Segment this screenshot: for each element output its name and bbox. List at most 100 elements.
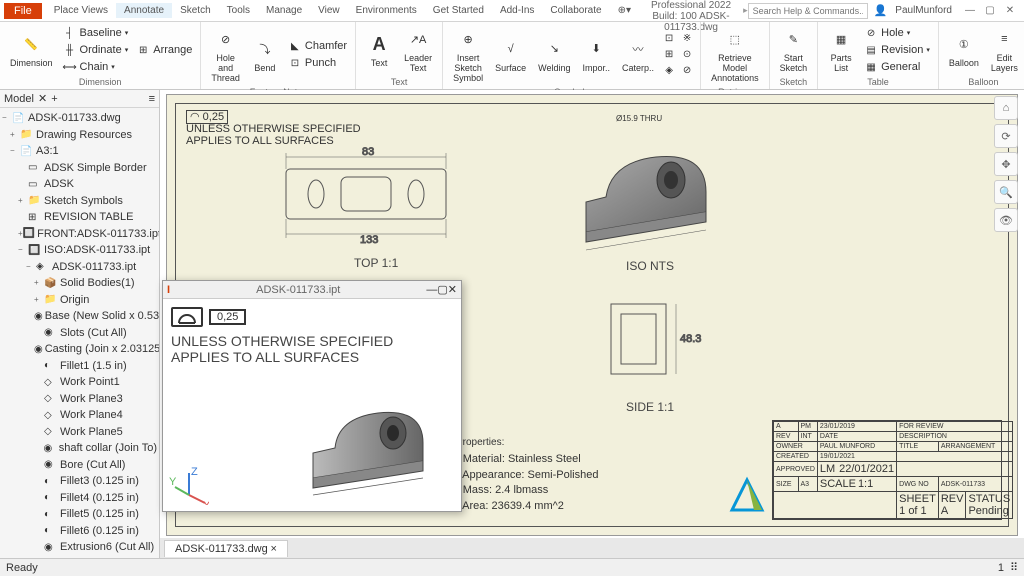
parts-list-button[interactable]: ▦Parts List [824,24,858,76]
float-line2: APPLIES TO ALL SURFACES [171,349,453,365]
start-sketch-button[interactable]: ✎Start Sketch [776,24,812,76]
menu-environments[interactable]: Environments [348,3,425,18]
general-button[interactable]: ▦General [862,59,932,75]
float-max-icon[interactable]: ▢ [437,283,447,296]
dimension-button[interactable]: 📏 Dimension [6,29,57,71]
sym-ico2[interactable]: ⊞ [662,48,676,62]
tab-drawing[interactable]: ADSK-011733.dwg × [164,540,288,557]
hole-table-button[interactable]: ⊘Hole▾ [862,25,932,41]
tool-orbit-icon[interactable]: ⟳ [994,124,1018,148]
tree-node[interactable]: +📁Origin [2,292,157,309]
tree-node[interactable]: ◉Extrusion6 (Cut All) [2,539,157,556]
bend-button[interactable]: ⤵Bend [248,34,282,76]
revision-button[interactable]: ▤Revision▾ [862,42,932,58]
tree-node[interactable]: ◉Bore (Cut All) [2,457,157,474]
ordinate-button[interactable]: ╫Ordinate▾ [61,42,131,58]
tree-node[interactable]: −📄ADSK-011733.dwg [2,110,157,127]
tree-node[interactable]: ◉Slots (Cut All) [2,325,157,342]
tree-node[interactable]: ▭ADSK Simple Border [2,160,157,177]
tree-node[interactable]: ▭ADSK [2,176,157,193]
tree-node[interactable]: ◉Base (New Solid x 0.53125 in) [2,308,157,325]
chain-button[interactable]: ⟷Chain▾ [61,59,131,75]
retrieve-button[interactable]: ⬚Retrieve Model Annotations [707,24,763,86]
menu-annotate[interactable]: Annotate [116,3,172,18]
tree-node[interactable]: +📁Sketch Symbols [2,193,157,210]
bend-icon: ⤵ [252,36,278,62]
window-minimize[interactable]: — [960,5,980,16]
chamfer-button[interactable]: ◣Chamfer [286,38,349,54]
tree-node[interactable]: ◐Fillet4 (0.125 in) [2,490,157,507]
revision-icon: ▤ [864,43,878,57]
arrange-button[interactable]: ⊞Arrange [134,42,194,58]
sym-ico1[interactable]: ⊡ [662,32,676,46]
insert-symbol-icon: ⊕ [455,26,481,52]
browser-menu-icon[interactable]: ≡ [149,93,155,105]
tool-pan-icon[interactable]: ✥ [994,152,1018,176]
menu-get-started[interactable]: Get Started [425,3,492,18]
floating-preview-window[interactable]: I ADSK-011733.ipt — ▢ ✕ 0,25 UNLESS OTHE… [162,280,462,512]
insert-symbol-button[interactable]: ⊕Insert Sketch Symbol [449,24,487,86]
tree-node[interactable]: +📦Solid Bodies(1) [2,275,157,292]
tool-home-icon[interactable]: ⌂ [994,96,1018,120]
menu-addins[interactable]: Add-Ins [492,3,542,18]
caterp-button[interactable]: 〰Caterp.. [618,34,658,76]
tool-zoom-icon[interactable]: 🔍 [994,180,1018,204]
tree-node[interactable]: ◇Work Plane6 [2,556,157,559]
tree-node[interactable]: ◇Work Point1 [2,374,157,391]
tree-node[interactable]: −🔲ISO:ADSK-011733.ipt [2,242,157,259]
tree-node[interactable]: ◐Fillet1 (1.5 in) [2,358,157,375]
leader-text-button[interactable]: ↗ALeader Text [400,24,436,76]
window-maximize[interactable]: ▢ [980,5,1000,16]
file-menu[interactable]: File [4,3,42,19]
tool-look-icon[interactable]: 👁 [994,208,1018,232]
dimension-label: Dimension [10,59,53,69]
edit-layers-button[interactable]: ≡Edit Layers [987,24,1022,76]
sym-ico3[interactable]: ◈ [662,64,676,78]
menu-tools[interactable]: Tools [219,3,258,18]
text-button[interactable]: AText [362,29,396,71]
tree-node[interactable]: ◇Work Plane4 [2,407,157,424]
user-icon[interactable]: 👤 [874,4,888,17]
tree-node[interactable]: ◐Fillet5 (0.125 in) [2,506,157,523]
tree-node[interactable]: ◐Fillet6 (0.125 in) [2,523,157,540]
sym-ico6[interactable]: ⊘ [680,64,694,78]
search-input[interactable] [748,3,868,19]
window-close[interactable]: ✕ [1000,5,1020,16]
tree-node[interactable]: ◉shaft collar (Join To) [2,440,157,457]
browser-add-icon[interactable]: + [51,93,57,105]
tree-node[interactable]: ◉Casting (Join x 2.03125 in x -12 de.. [2,341,157,358]
sym-ico4[interactable]: ※ [680,32,694,46]
menu-place-views[interactable]: Place Views [46,3,116,18]
menu-collaborate[interactable]: Collaborate [542,3,609,18]
tab-close-icon[interactable]: × [271,543,277,555]
punch-button[interactable]: ⊡Punch [286,55,349,71]
tree-node[interactable]: ◇Work Plane3 [2,391,157,408]
browser-close-icon[interactable]: ✕ [38,92,47,105]
tree-node[interactable]: ◇Work Plane5 [2,424,157,441]
float-min-icon[interactable]: — [426,284,437,296]
baseline-button[interactable]: ┤Baseline▾ [61,25,131,41]
retrieve-icon: ⬚ [722,26,748,52]
tree-node[interactable]: −◈ADSK-011733.ipt [2,259,157,276]
float-titlebar[interactable]: I ADSK-011733.ipt — ▢ ✕ [163,281,461,299]
tree-node[interactable]: −📄A3:1 [2,143,157,160]
surface-button[interactable]: √Surface [491,34,530,76]
hole-thread-button[interactable]: ⊘Hole and Thread [207,24,244,86]
menu-manage[interactable]: Manage [258,3,310,18]
tree-node[interactable]: ◐Fillet3 (0.125 in) [2,473,157,490]
menu-more[interactable]: ⊕▾ [610,3,639,18]
parts-icon: ▦ [828,26,854,52]
tree-node[interactable]: +🔲FRONT:ADSK-011733.ipt [2,226,157,243]
menu-sketch[interactable]: Sketch [172,3,219,18]
model-tree[interactable]: −📄ADSK-011733.dwg+📁Drawing Resources−📄A3… [0,108,159,558]
user-name[interactable]: PaulMunford [895,5,952,16]
tree-node[interactable]: ⊞REVISION TABLE [2,209,157,226]
import-button[interactable]: ⬇Impor.. [579,34,615,76]
welding-button[interactable]: ↘Welding [534,34,574,76]
tree-node[interactable]: +📁Drawing Resources [2,127,157,144]
leader-icon: ↗A [405,26,431,52]
menu-view[interactable]: View [310,3,348,18]
balloon-button[interactable]: ①Balloon [945,29,983,71]
float-close-icon[interactable]: ✕ [448,283,457,296]
sym-ico5[interactable]: ⊙ [680,48,694,62]
